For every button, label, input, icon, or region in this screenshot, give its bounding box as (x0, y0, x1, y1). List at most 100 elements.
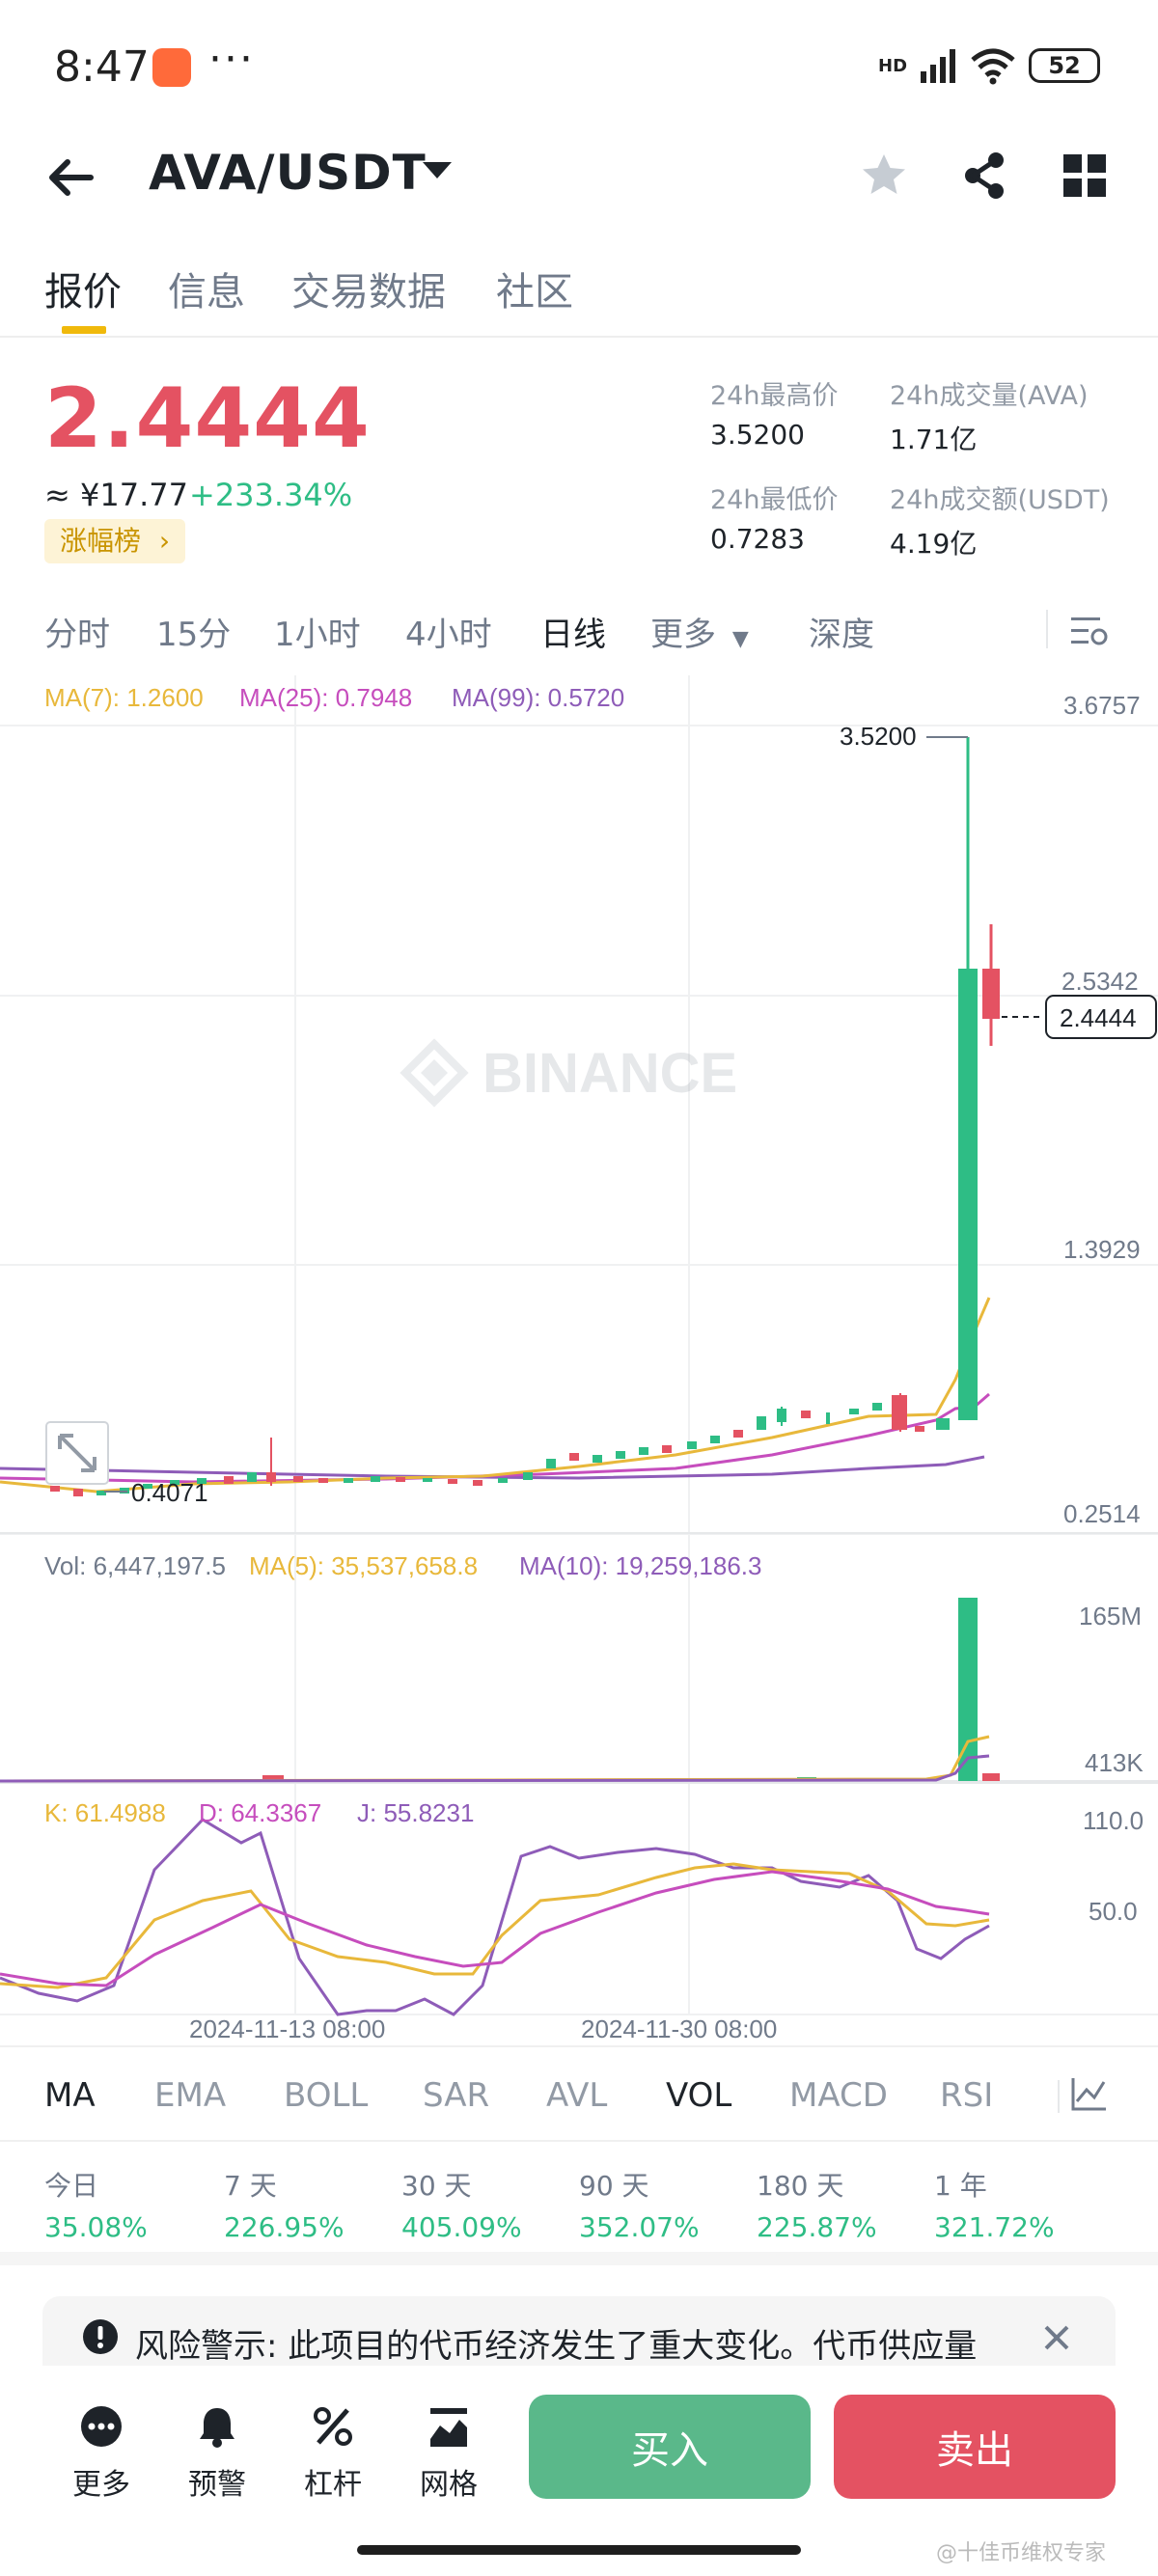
perf-label: 90 天 (579, 2170, 649, 2202)
bottom-action-bar: 更多 预警 杠杆 网格 买入 卖出 (0, 2366, 1158, 2520)
perf-value: 226.95% (224, 2211, 345, 2243)
perf-label: 今日 (44, 2170, 99, 2202)
back-arrow-icon[interactable] (42, 149, 100, 206)
tab-quote[interactable]: 报价 (44, 270, 122, 315)
indicator-sar[interactable]: SAR (423, 2076, 490, 2115)
high-marker-label: 3.5200 (840, 722, 917, 751)
kdj-d-line (0, 1870, 990, 1987)
perf-label: 7 天 (224, 2170, 277, 2202)
ma7-line (0, 1297, 991, 1494)
kdj-axis: 110.0 50.0 (1083, 1806, 1144, 1926)
kdj-k-legend: K: 61.4988 (44, 1798, 166, 1827)
indicator-ema[interactable]: EMA (154, 2076, 227, 2115)
share-icon[interactable] (955, 147, 1013, 205)
sell-button[interactable]: 卖出 (834, 2395, 1116, 2499)
kdj-axis-label: 110.0 (1083, 1806, 1144, 1835)
price-change-percent: +233.34% (189, 477, 353, 513)
kdj-d-legend: D: 64.3367 (199, 1798, 321, 1827)
perf-value: 35.08% (44, 2211, 148, 2243)
tf-depth[interactable]: 深度 (809, 616, 874, 654)
nav-grid[interactable]: 网格 (405, 2404, 492, 2503)
main-tabs: 报价 信息 交易数据 社区 (0, 251, 1158, 338)
indicator-vol[interactable]: VOL (666, 2076, 732, 2115)
low-marker-label: 0.4071 (131, 1478, 208, 1507)
indicator-bar: MA EMA BOLL SAR AVL VOL MACD RSI (0, 2045, 1158, 2142)
caret-down-icon: ▼ (731, 627, 749, 651)
pair-title[interactable]: AVA/USDT (149, 145, 427, 201)
chart-settings-icon[interactable] (1067, 612, 1110, 650)
gainers-badge-label: 涨幅榜 (60, 525, 142, 557)
home-indicator[interactable] (357, 2545, 801, 2555)
low-value: 0.7283 (710, 523, 805, 555)
indicator-avl[interactable]: AVL (546, 2076, 608, 2115)
tf-1h[interactable]: 1小时 (274, 616, 361, 654)
tf-divider (1046, 610, 1048, 648)
date-axis-label: 2024-11-30 08:00 (581, 2014, 777, 2043)
ma-lines (0, 1297, 991, 1494)
date-axis-label: 2024-11-13 08:00 (189, 2014, 385, 2043)
kdj-legend: K: 61.4988 D: 64.3367 J: 55.8231 (44, 1798, 474, 1827)
kline-chart-svg: BINANCE (0, 675, 1158, 2043)
status-right-icons: HD 52 (878, 46, 1101, 85)
kline-chart[interactable]: BINANCE (0, 675, 1158, 2045)
tab-community[interactable]: 社区 (496, 270, 573, 315)
current-price-tag-label: 2.4444 (1060, 1003, 1137, 1032)
price-axis: 3.6757 2.5342 1.3929 0.2514 (1062, 691, 1141, 1528)
ma25-legend: MA(25): 0.7948 (239, 683, 412, 712)
nav-grid-label: 网格 (420, 2468, 478, 2502)
date-axis: 2024-11-13 08:00 2024-11-30 08:00 (189, 2014, 777, 2043)
tf-15m[interactable]: 15分 (156, 616, 232, 654)
perf-value: 405.09% (401, 2211, 522, 2243)
active-tab-indicator (62, 326, 106, 334)
indicator-settings-icon[interactable] (1069, 2074, 1108, 2113)
ma99-line (0, 1455, 985, 1480)
battery-icon: 52 (1029, 48, 1101, 83)
amount-value: 4.19亿 (890, 528, 978, 560)
indicator-divider (1058, 2080, 1060, 2113)
timeframe-bar: 分时 15分 1小时 4小时 日线 更多 ▼ 深度 (0, 594, 1158, 671)
volume-value: 1.71亿 (890, 424, 978, 455)
indicator-rsi[interactable]: RSI (940, 2076, 994, 2115)
vol-ma10-legend: MA(10): 19,259,186.3 (519, 1551, 762, 1580)
price-axis-label: 3.6757 (1063, 691, 1141, 720)
risk-warning-banner[interactable]: 风险警示: 此项目的代币经济发生了重大变化。代币供应量 (42, 2296, 1116, 2373)
price-axis-label: 0.2514 (1063, 1499, 1141, 1528)
fullscreen-icon[interactable] (45, 1421, 109, 1485)
status-bar: 8:47 ··· HD 52 (0, 0, 1158, 135)
nav-alert[interactable]: 预警 (174, 2404, 261, 2503)
favorite-star-icon[interactable] (855, 147, 913, 205)
nav-alert-label: 预警 (188, 2468, 246, 2502)
buy-button[interactable]: 买入 (529, 2395, 811, 2499)
high-value: 3.5200 (710, 419, 805, 451)
volume-bars (262, 1598, 1000, 1781)
tab-trading-data[interactable]: 交易数据 (291, 270, 446, 315)
amount-label: 24h成交额(USDT) (890, 485, 1110, 515)
binance-watermark-text: BINANCE (482, 1042, 737, 1105)
tf-4h[interactable]: 4小时 (405, 616, 492, 654)
bell-icon (200, 2408, 234, 2448)
vol-ma10-line (0, 1754, 990, 1783)
nav-more[interactable]: 更多 (58, 2404, 145, 2503)
close-icon[interactable] (1040, 2321, 1073, 2354)
nav-leverage-label: 杠杆 (304, 2468, 362, 2502)
indicator-macd[interactable]: MACD (789, 2076, 888, 2115)
tf-more[interactable]: 更多 ▼ (650, 608, 749, 655)
current-price-tag (1045, 995, 1157, 1039)
volume-axis: 165M 413K (1079, 1602, 1144, 1777)
signal-icon (921, 49, 956, 83)
indicator-boll[interactable]: BOLL (284, 2076, 369, 2115)
status-more-dots: ··· (208, 35, 255, 84)
tf-timeshare[interactable]: 分时 (44, 616, 110, 654)
gainers-badge[interactable]: 涨幅榜 › (44, 519, 186, 563)
layout-grid-icon[interactable] (1056, 147, 1114, 205)
ma99-legend: MA(99): 0.5720 (452, 683, 624, 712)
pair-dropdown-caret-icon[interactable] (423, 162, 452, 178)
kdj-k-line (0, 1862, 990, 1989)
nav-leverage[interactable]: 杠杆 (290, 2404, 376, 2503)
tab-info[interactable]: 信息 (168, 270, 245, 315)
indicator-ma[interactable]: MA (44, 2076, 96, 2115)
volume-axis-label: 165M (1079, 1602, 1142, 1631)
volume-label: 24h成交量(AVA) (890, 381, 1089, 411)
chevron-right-icon: › (158, 525, 171, 557)
tf-daily[interactable]: 日线 (540, 616, 606, 654)
